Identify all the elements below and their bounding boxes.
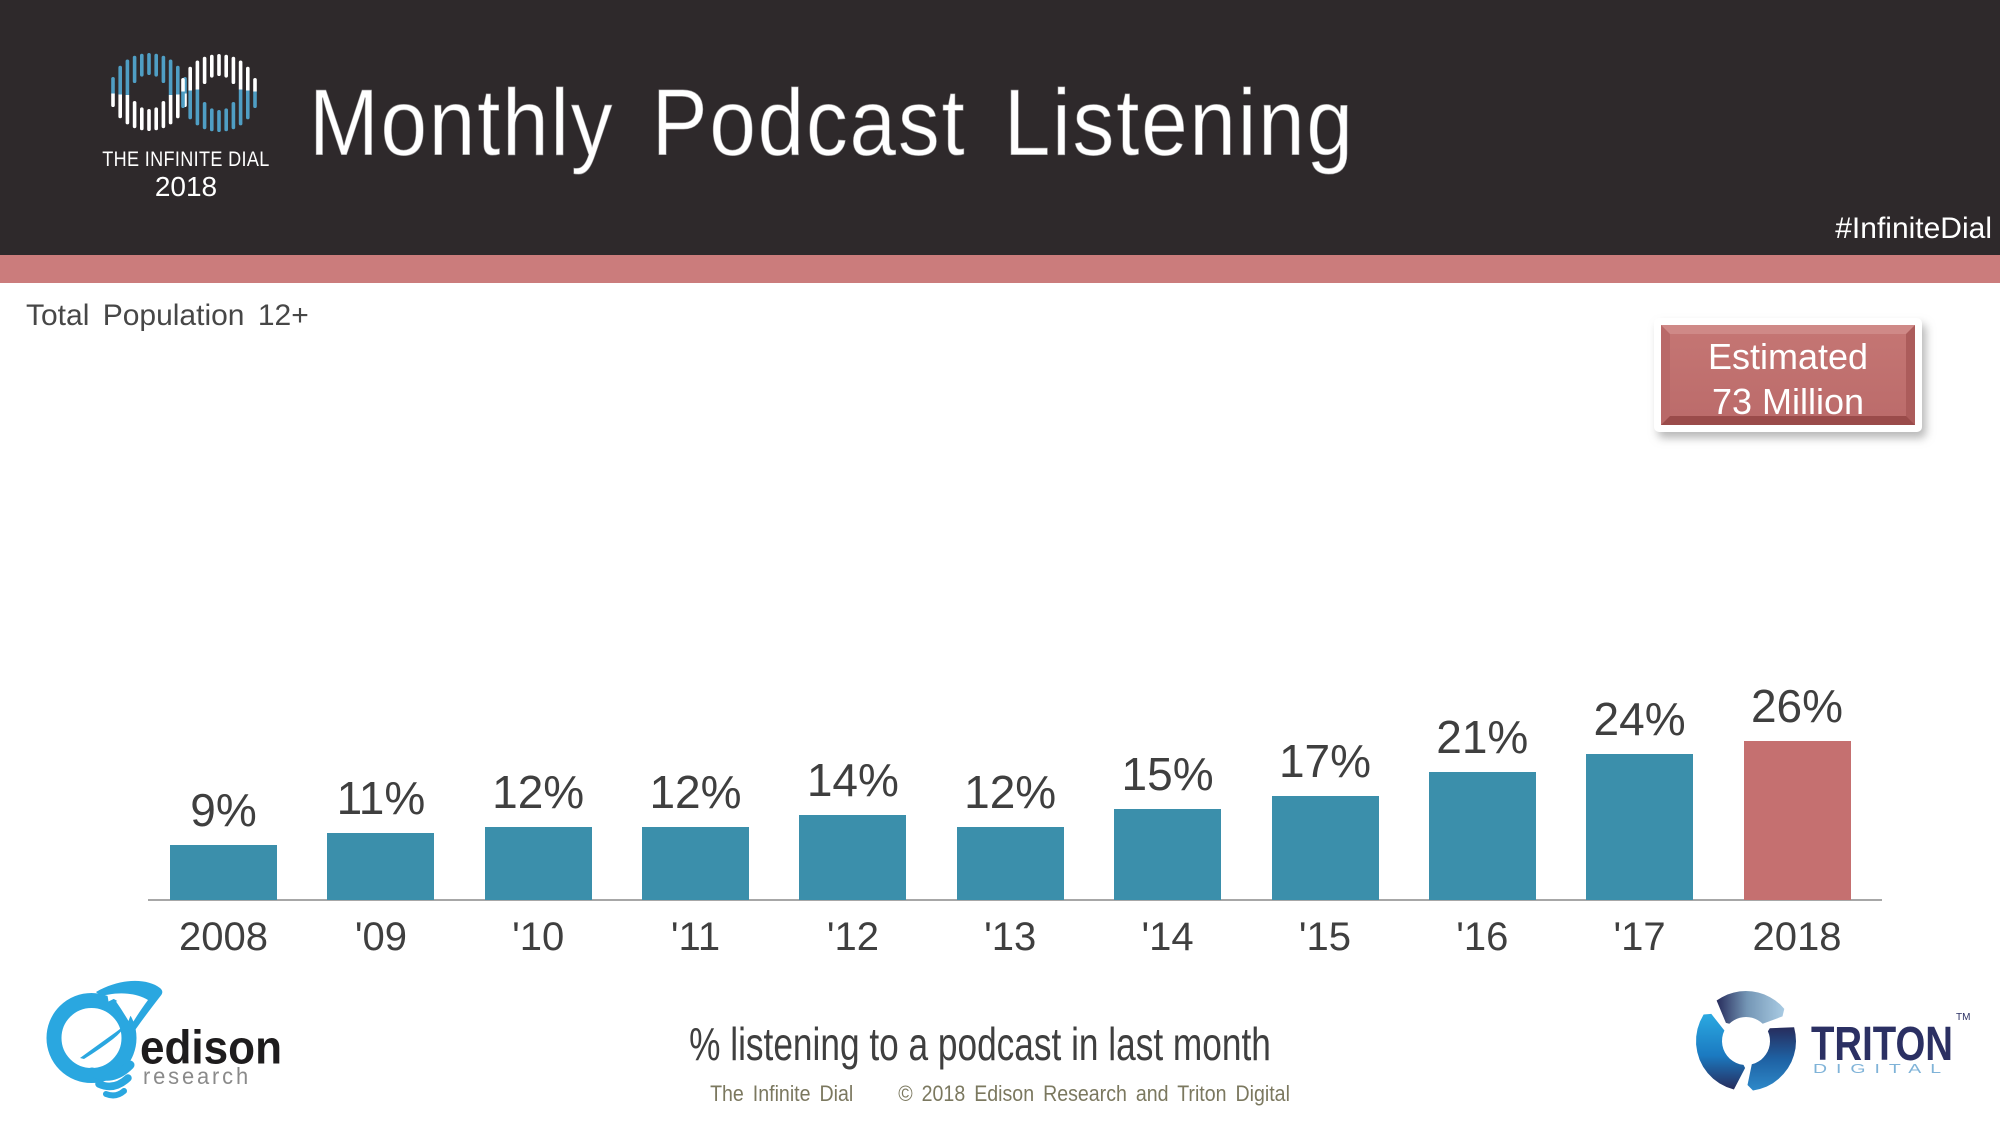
svg-text:TRITON: TRITON (1811, 1018, 1953, 1071)
svg-text:DIGITAL: DIGITAL (1813, 1061, 1950, 1076)
svg-text:TM: TM (1956, 1012, 1970, 1023)
svg-text:research: research (143, 1063, 251, 1089)
svg-text:edison: edison (140, 1020, 282, 1073)
